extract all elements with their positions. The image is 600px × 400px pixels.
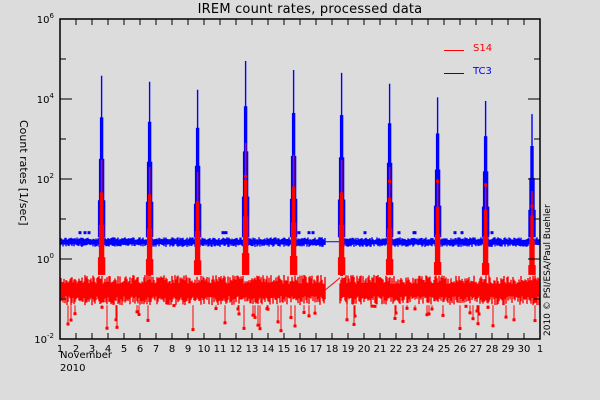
y-tick-label: 102: [37, 172, 54, 186]
y-axis-label: Count rates [1/sec]: [17, 120, 30, 226]
x-tick-label: 3: [89, 344, 95, 355]
series-layer: [60, 61, 540, 333]
x-tick-label: 18: [326, 344, 339, 355]
x-tick-label: 1: [57, 344, 63, 355]
y-tick-label: 106: [37, 12, 55, 26]
x-tick-label: 11: [214, 344, 227, 355]
y-tick-label: 104: [37, 92, 55, 106]
series-tc3: [60, 61, 540, 247]
x-tick-label: 5: [121, 344, 127, 355]
x-tick-label: 23: [406, 344, 419, 355]
x-tick-label: 20: [358, 344, 371, 355]
x-tick-label: 6: [137, 344, 143, 355]
x-tick-label: 15: [278, 344, 291, 355]
x-tick-label: 16: [294, 344, 307, 355]
x-tick-label: 19: [342, 344, 355, 355]
x-tick-label: 12: [230, 344, 243, 355]
x-tick-label: 25: [438, 344, 451, 355]
x-tick-label: 14: [262, 344, 275, 355]
x-tick-label: 26: [454, 344, 467, 355]
series-s14: [60, 142, 540, 333]
x-tick-label: 22: [390, 344, 403, 355]
x-tick-label: 8: [169, 344, 175, 355]
y-tick-label: 100: [37, 252, 54, 266]
x-tick-label: 1: [537, 344, 543, 355]
credit-text: 2010 © PSI/ESA/Paul Buehler: [543, 204, 553, 336]
x-tick-label: 4: [105, 344, 111, 355]
x-tick-label: 24: [422, 344, 435, 355]
axes-layer: 1 2 3 4 5 6 7 8 9 10 11 12 13 14 15 16 17 18 19 20 21 22 23 24 2…: [34, 12, 543, 355]
legend-line-tc3: [444, 73, 464, 74]
legend-label-s14: S14: [473, 43, 493, 54]
x-tick-label: 10: [198, 344, 211, 355]
legend-line-s14: [444, 50, 464, 51]
x-tick-label: 13: [246, 344, 259, 355]
x-tick-label: 27: [470, 344, 483, 355]
chart-title: IREM count rates, processed data: [197, 2, 423, 17]
x-tick-label: 30: [518, 344, 531, 355]
x-tick-label: 2: [73, 344, 79, 355]
legend-label-tc3: TC3: [473, 66, 492, 77]
x-axis-label-year: 2010: [60, 363, 86, 374]
x-tick-label: 28: [486, 344, 499, 355]
x-tick-label: 29: [502, 344, 515, 355]
x-tick-label: 21: [374, 344, 387, 355]
x-tick-label: 17: [310, 344, 323, 355]
y-tick-label: 10-2: [34, 332, 54, 346]
x-tick-label: 9: [185, 344, 191, 355]
x-axis-label-month: November: [60, 350, 113, 361]
x-tick-label: 7: [153, 344, 159, 355]
